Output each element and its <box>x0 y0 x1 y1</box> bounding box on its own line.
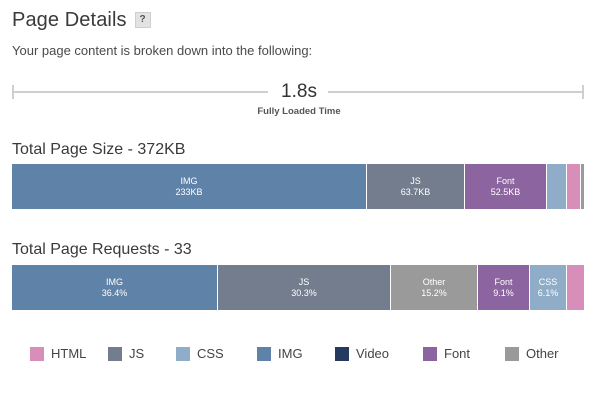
page-size-segment-img[interactable]: IMG 233KB <box>12 164 367 209</box>
legend-label: Font <box>444 346 471 361</box>
segment-name: JS <box>298 276 310 287</box>
legend-swatch <box>176 346 190 361</box>
segment-value: 15.2% <box>421 287 447 298</box>
legend-swatch <box>257 346 271 361</box>
legend-item-js: JS <box>108 346 176 361</box>
page-requests-segment-other[interactable]: Other 15.2% <box>391 265 478 310</box>
page-requests-segment-img[interactable]: IMG 36.4% <box>12 265 218 310</box>
total-page-size-title: Total Page Size - 372KB <box>12 141 186 158</box>
legend-swatch <box>423 346 437 361</box>
legend-label: JS <box>129 346 145 361</box>
segment-value: 30.3% <box>291 287 317 298</box>
legend-item-other: Other <box>505 346 559 361</box>
page-size-segment-html[interactable] <box>567 164 581 209</box>
help-icon[interactable]: ? <box>134 12 151 28</box>
segment-name: IMG <box>106 276 123 287</box>
page-size-bar: IMG 233KB JS 63.7KB Font 52.5KB <box>12 164 584 209</box>
page-size-segment-other[interactable] <box>581 164 584 209</box>
legend-label: IMG <box>278 346 303 361</box>
page-size-segment-font[interactable]: Font 52.5KB <box>465 164 547 209</box>
legend-item-video: Video <box>335 346 423 361</box>
legend-item-img: IMG <box>257 346 335 361</box>
segment-name: IMG <box>180 175 198 186</box>
segment-name: CSS <box>538 276 558 287</box>
page-title: Page Details <box>12 8 127 31</box>
page-details-header: Page Details ? <box>12 7 151 33</box>
legend-swatch <box>335 346 349 361</box>
page-requests-segment-css[interactable]: CSS 6.1% <box>530 265 567 310</box>
legend-swatch <box>30 346 44 361</box>
timeline-end-cap <box>582 85 584 99</box>
page-requests-segment-html[interactable] <box>567 265 584 310</box>
total-page-requests-title: Total Page Requests - 33 <box>12 241 192 258</box>
segment-value: 6.1% <box>537 287 559 298</box>
timeline-left-line <box>12 91 268 93</box>
page-requests-segment-font[interactable]: Font 9.1% <box>478 265 530 310</box>
segment-name: JS <box>410 175 421 186</box>
legend-label: Other <box>526 346 559 361</box>
segment-value: 52.5KB <box>490 186 521 197</box>
page-size-segment-css[interactable] <box>547 164 567 209</box>
page-requests-bar: IMG 36.4% JS 30.3% Other 15.2% Font 9.1%… <box>12 265 584 310</box>
legend: HTML JS CSS IMG Video Font Other <box>30 346 590 361</box>
legend-item-font: Font <box>423 346 505 361</box>
page-size-segment-js[interactable]: JS 63.7KB <box>367 164 465 209</box>
legend-label: HTML <box>51 346 87 361</box>
segment-name: Font <box>496 175 515 186</box>
segment-value: 233KB <box>175 186 203 197</box>
segment-value: 9.1% <box>493 287 514 298</box>
fully-loaded-time-label: Fully Loaded Time <box>257 106 341 117</box>
segment-name: Other <box>422 276 446 287</box>
timeline-right-line <box>328 91 584 93</box>
legend-item-html: HTML <box>30 346 108 361</box>
load-time-timeline <box>12 85 584 99</box>
page-requests-segment-js[interactable]: JS 30.3% <box>218 265 391 310</box>
legend-label: Video <box>356 346 390 361</box>
segment-value: 36.4% <box>101 287 128 298</box>
legend-swatch <box>108 346 122 361</box>
segment-value: 63.7KB <box>400 186 431 197</box>
fully-loaded-time-value: 1.8s <box>281 81 317 102</box>
page-subtitle: Your page content is broken down into th… <box>12 43 313 58</box>
segment-name: Font <box>494 276 513 287</box>
legend-item-css: CSS <box>176 346 257 361</box>
legend-swatch <box>505 346 519 361</box>
legend-label: CSS <box>197 346 224 361</box>
